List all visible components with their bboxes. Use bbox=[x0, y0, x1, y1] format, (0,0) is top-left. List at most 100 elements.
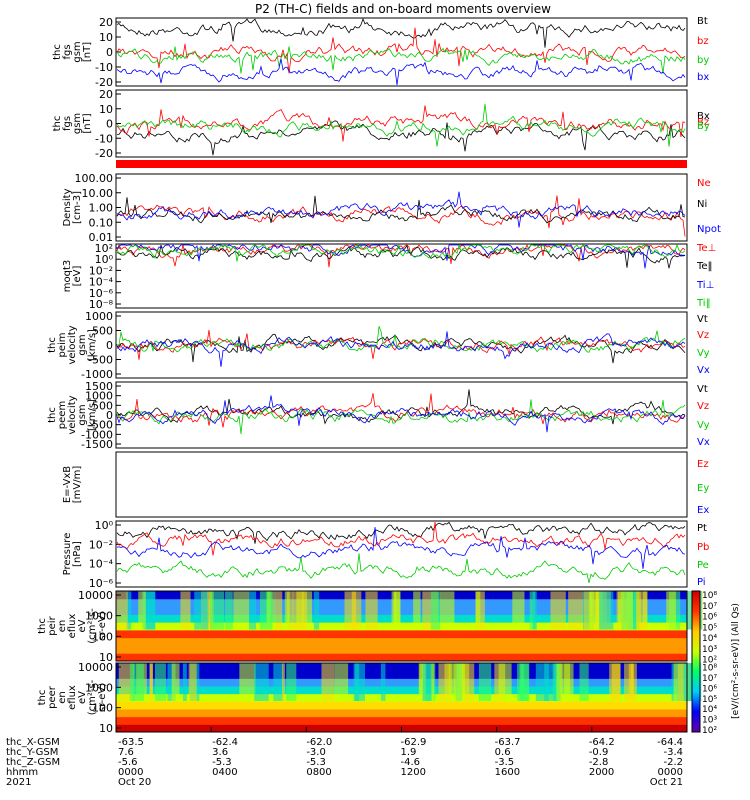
spectrogram-patch bbox=[666, 591, 676, 630]
y-axis-label: peer bbox=[47, 685, 58, 709]
x-tick-label: -63.5 bbox=[118, 737, 144, 748]
spectrogram-patch bbox=[154, 663, 166, 701]
x-tick-label: -3.0 bbox=[306, 747, 326, 758]
y-tick-label: 10 bbox=[99, 31, 113, 44]
x-tick-label: Oct 21 bbox=[650, 777, 683, 788]
colorbar-tick: 10⁷ bbox=[702, 602, 717, 612]
legend-vy: Vy bbox=[697, 348, 710, 359]
panel-frame bbox=[115, 451, 688, 518]
y-axis-label: Density bbox=[62, 188, 73, 226]
spectrogram-patch bbox=[380, 663, 386, 701]
spectrogram-band bbox=[116, 614, 687, 623]
legend-pb: Pb bbox=[697, 542, 709, 553]
legend-vt: Vt bbox=[697, 384, 708, 395]
spectrogram-patch bbox=[498, 663, 512, 701]
spectrogram-band bbox=[116, 637, 687, 646]
spectrogram-patch bbox=[321, 663, 335, 701]
spectrogram-patch bbox=[302, 591, 313, 630]
spectrogram-band bbox=[116, 663, 687, 672]
y-axis-label: [nT] bbox=[82, 113, 93, 133]
panel-peer_spec: 10000 1000 100 10 thc peer en eflux eV (cm²-s-sr-… bbox=[37, 661, 702, 735]
x-row-label: hhmm bbox=[6, 767, 38, 778]
spectrogram-patch bbox=[248, 591, 257, 630]
spectrogram-patch bbox=[225, 591, 233, 630]
spectrogram-patch bbox=[292, 591, 308, 630]
y-tick-label: 10 bbox=[99, 651, 113, 664]
spectrogram-patch bbox=[194, 591, 209, 630]
spectrogram-patch bbox=[188, 663, 197, 701]
legend-ne: Ne bbox=[697, 178, 711, 189]
y-axis-label: thc bbox=[37, 618, 48, 634]
legend-vz: Vz bbox=[697, 401, 709, 412]
y-tick-label: 1000 bbox=[85, 681, 113, 694]
spectrogram-patch bbox=[617, 591, 634, 630]
y-tick-label: -10 bbox=[95, 61, 113, 74]
y-axis-label: gsm bbox=[72, 41, 83, 62]
spectrogram-band bbox=[116, 645, 687, 654]
y-axis-label: peir bbox=[47, 615, 58, 635]
y-tick-label: 10⁻² bbox=[89, 538, 113, 551]
y-tick-label: -1500 bbox=[81, 438, 113, 451]
y-axis-label: peim bbox=[57, 332, 68, 357]
spectrogram-patch bbox=[149, 663, 153, 701]
x-tick-label: -64.4 bbox=[657, 737, 683, 748]
x-tick-label: -62.4 bbox=[212, 737, 238, 748]
legend-ti⊥: Ti⊥ bbox=[696, 280, 714, 291]
colorbar-tick: 10⁸ bbox=[702, 664, 717, 674]
spectrogram-band bbox=[116, 606, 687, 615]
spectrogram-patch bbox=[550, 591, 566, 630]
colorbar-tick: 10³ bbox=[702, 645, 717, 655]
series-line-te‖ bbox=[116, 244, 686, 269]
y-axis-label: E=-VxB bbox=[62, 466, 73, 503]
y-axis-label: thc bbox=[52, 44, 63, 60]
spectrogram-band bbox=[116, 701, 687, 710]
colorbar: 10⁸10⁷10⁶10⁵10⁴10³10²10⁸10⁷10⁶10⁵10⁴10³1… bbox=[691, 590, 741, 736]
plot-title: P2 (TH-C) fields and on-board moments ov… bbox=[255, 2, 551, 16]
y-tick-label: -1000 bbox=[81, 368, 113, 381]
x-tick-label: -62.0 bbox=[306, 737, 332, 748]
legend-bx: bx bbox=[697, 72, 709, 83]
y-axis-label: peem bbox=[57, 401, 68, 429]
y-axis-label: thc bbox=[52, 116, 63, 132]
spectrogram-patch bbox=[143, 591, 155, 630]
series-line-bt bbox=[116, 17, 686, 48]
x-tick-label: 0800 bbox=[306, 767, 331, 778]
panel-efield: E=-VxB [mV/m] Ez Ey Ex bbox=[62, 451, 709, 518]
series-line-vz bbox=[116, 393, 686, 428]
legend-te‖: Te‖ bbox=[696, 261, 713, 272]
spectrogram-patch bbox=[273, 663, 284, 701]
spectrogram-patch bbox=[475, 591, 481, 630]
y-tick-label: 10⁰ bbox=[95, 253, 114, 266]
x-tick-label: -62.9 bbox=[401, 737, 427, 748]
series-line-ti⊥ bbox=[116, 244, 686, 269]
y-axis-label: eflux bbox=[67, 614, 78, 639]
x-tick-label: 2000 bbox=[589, 767, 614, 778]
y-axis-label: [mV/m] bbox=[72, 466, 83, 504]
x-tick-label: -0.9 bbox=[589, 747, 609, 758]
y-axis-label: [km/s] bbox=[87, 399, 98, 431]
spectrogram-patch bbox=[430, 591, 441, 630]
series-line-by bbox=[116, 46, 686, 74]
series-line-vx bbox=[116, 395, 686, 433]
x-row-label: 2021 bbox=[6, 777, 31, 788]
x-tick-label: 3.6 bbox=[212, 747, 228, 758]
legend-npot: Npot bbox=[697, 224, 721, 235]
y-tick-label: 100.00 bbox=[75, 172, 114, 185]
spectrogram-patch bbox=[286, 663, 297, 701]
spectrogram-patch bbox=[206, 591, 213, 630]
y-tick-label: 10 bbox=[99, 103, 113, 116]
spectrogram-patch bbox=[132, 663, 144, 701]
y-axis-label: fgs bbox=[62, 116, 73, 131]
spectrogram-band bbox=[116, 598, 687, 608]
spectrogram-patch bbox=[182, 663, 187, 701]
y-axis-label: Pressure bbox=[62, 533, 73, 576]
x-tick-label: -63.7 bbox=[495, 737, 521, 748]
spectrogram-patch bbox=[438, 663, 451, 701]
x-tick-label: 0000 bbox=[118, 767, 143, 778]
spectrogram-patch bbox=[334, 663, 349, 701]
spectrogram-band bbox=[116, 629, 687, 639]
spectrogram-patch bbox=[281, 663, 285, 701]
colorbar-tick: 10⁷ bbox=[702, 674, 717, 684]
